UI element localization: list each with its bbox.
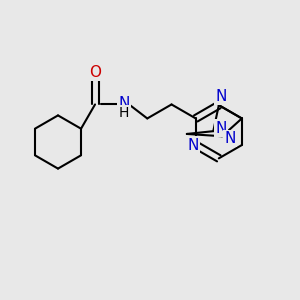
Text: N: N — [216, 121, 227, 136]
Text: N: N — [187, 138, 199, 153]
Text: N: N — [215, 89, 226, 104]
Text: N: N — [118, 96, 130, 111]
Text: H: H — [119, 106, 129, 121]
Text: O: O — [89, 65, 101, 80]
Text: N: N — [224, 131, 236, 146]
